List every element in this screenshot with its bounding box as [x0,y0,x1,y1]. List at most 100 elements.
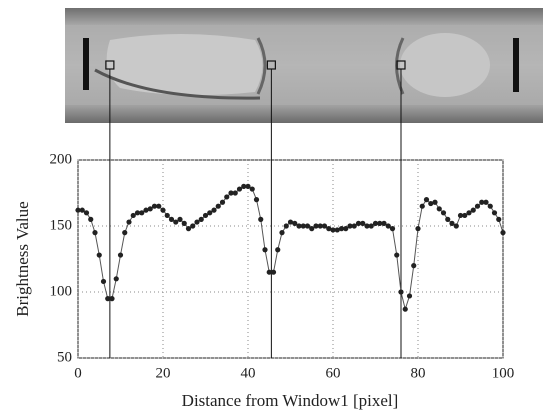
data-point [457,212,464,219]
data-point [355,220,362,226]
y-axis-label: Brightness Value [13,201,32,316]
data-point [283,223,289,229]
data-point [270,269,277,275]
data-point [406,293,413,299]
data-point [330,227,336,233]
data-point [96,252,102,258]
data-point [126,219,132,225]
x-tick-label: 100 [492,365,515,381]
x-tick-label: 40 [241,365,256,381]
y-tick-label: 50 [57,349,72,365]
data-point [130,212,136,219]
data-point [275,247,281,253]
data-point [241,183,247,189]
data-point [198,216,204,222]
y-tick-label: 200 [50,151,73,167]
data-point [194,219,200,225]
data-point [385,223,391,229]
data-point [156,203,162,209]
data-point [262,247,268,253]
data-point [372,220,379,226]
data-point [440,210,447,216]
y-tick-label: 150 [50,217,73,233]
data-point [122,230,128,236]
data-point [317,223,323,229]
data-point [88,216,94,222]
data-point [428,200,434,207]
data-point [232,190,238,196]
data-point [109,296,115,302]
data-point [483,199,489,205]
x-tick-label: 20 [156,365,171,381]
data-point [117,252,124,258]
data-point [470,207,476,213]
data-point [266,269,272,275]
data-point [228,190,234,196]
data-point [351,223,357,229]
y-tick-label: 100 [50,283,73,299]
marker-square [266,60,276,70]
data-point [173,219,179,225]
data-point [258,216,264,222]
data-point [304,223,311,229]
plot-frame [77,159,504,359]
data-point [487,203,493,209]
data-point [360,220,366,226]
data-point [496,216,502,222]
data-point [364,223,370,229]
data-point [423,197,430,203]
data-point [453,223,459,229]
data-point [436,206,442,212]
data-point [326,226,332,232]
data-point [394,252,400,258]
data-point [432,199,438,205]
data-point [100,278,107,285]
data-point [105,296,111,302]
data-point [479,199,485,205]
data-point [168,216,175,222]
data-point [415,226,421,232]
data-point [381,220,387,226]
data-point [143,207,149,213]
x-tick-label: 60 [326,365,341,381]
data-point [79,207,85,213]
data-point [398,289,404,295]
data-point [462,212,468,219]
x-axis-label: Distance from Window1 [pixel] [182,391,399,410]
data-point [181,220,187,226]
data-point [343,226,349,232]
marker-square [105,60,115,70]
data-point [402,306,408,312]
data-point [419,203,425,209]
data-point [177,216,183,222]
data-point [377,220,383,226]
data-point [287,219,294,225]
data-point [202,212,209,219]
data-point [219,199,226,205]
x-tick-label: 80 [411,365,426,381]
data-point [249,186,255,192]
data-point [160,207,166,213]
data-point [207,210,213,216]
data-point [321,223,328,229]
data-point [300,223,306,229]
data-point [253,197,260,203]
data-point [147,206,153,212]
data-point [334,227,340,233]
data-point [236,186,243,192]
data-point [292,220,298,226]
data-point [445,216,451,222]
data-point [245,183,251,189]
data-point [500,230,506,236]
data-point [164,212,170,219]
data-point [491,210,498,216]
data-point [338,226,345,232]
data-point [224,194,230,200]
data-point [185,226,192,232]
data-point [83,210,90,216]
data-point [92,230,98,236]
data-point [279,230,285,236]
data-point [211,207,217,213]
data-point [75,207,81,213]
marker-square [396,60,406,70]
